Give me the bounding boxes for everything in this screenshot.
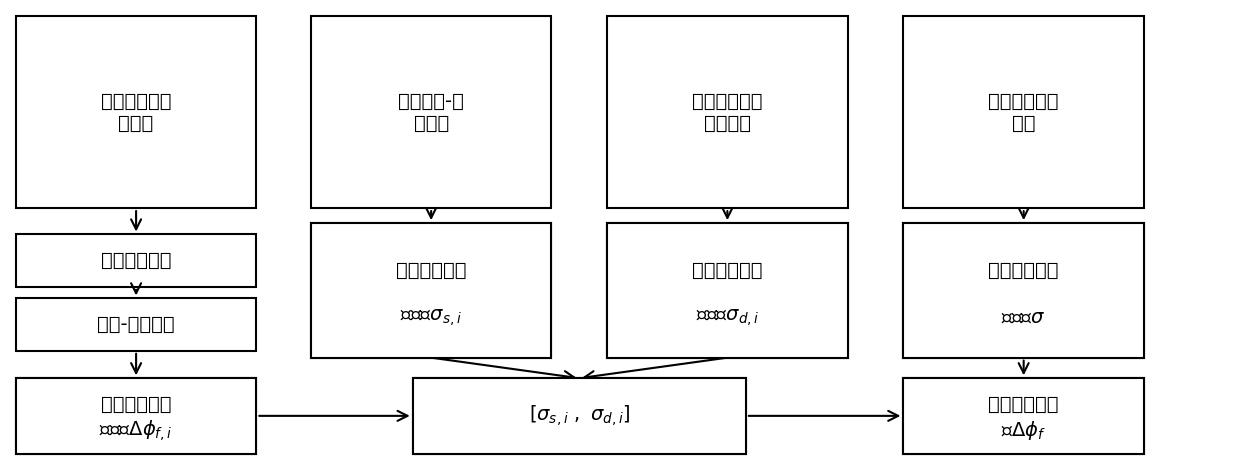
Bar (903, 223, 1145, 358)
Text: 静态轴心轨迹
劣化度σ_{s,i}: 静态轴心轨迹 劣化度σ_{s,i} (379, 269, 484, 311)
Text: 估算内滚道剥
落宽度Δφ_{f,i}: 估算内滚道剥 落宽度Δφ_{f,i} (78, 395, 193, 437)
Bar (608, 17, 848, 208)
Text: 静态轴心轨迹: 静态轴心轨迹 (396, 261, 466, 280)
Text: $[\sigma_{s,i}\ ,\ \sigma_{d,i}]$: $[\sigma_{s,i}\ ,\ \sigma_{d,i}]$ (528, 403, 630, 428)
Text: 内滚道剥落宽: 内滚道剥落宽 (988, 395, 1059, 414)
Bar (608, 223, 848, 358)
Text: 内滚道剥落宽
度Δφ_f: 内滚道剥落宽 度Δφ_f (988, 395, 1059, 437)
Bar (311, 17, 552, 208)
Bar (903, 378, 1145, 454)
Text: 轴承静力-几
何分析: 轴承静力-几 何分析 (398, 92, 464, 133)
Bar (16, 298, 257, 351)
Bar (903, 378, 1145, 454)
Text: 阶跃-冲击间隔: 阶跃-冲击间隔 (97, 315, 175, 334)
Text: 估算内滚道剥: 估算内滚道剥 (100, 395, 171, 414)
Text: [σ_{s,i} , σ_{d,i}]: [σ_{s,i} , σ_{d,i}] (492, 406, 666, 426)
Text: 动态轴心轨迹
劣化度σ_{d,i}: 动态轴心轨迹 劣化度σ_{d,i} (675, 269, 781, 311)
Text: 稀疏分解重构: 稀疏分解重构 (100, 251, 171, 270)
Bar (903, 17, 1145, 208)
Text: 劣化度$\sigma_{s,i}$: 劣化度$\sigma_{s,i}$ (401, 307, 463, 328)
Text: 轴承非线性动
力学分析: 轴承非线性动 力学分析 (692, 92, 763, 133)
Bar (16, 378, 257, 454)
Text: 实测轴心轨迹: 实测轴心轨迹 (988, 261, 1059, 280)
Bar (413, 378, 746, 454)
Text: 劣化度$\sigma_{d,i}$: 劣化度$\sigma_{d,i}$ (696, 307, 759, 328)
Bar (608, 223, 848, 358)
Bar (16, 378, 257, 454)
Text: 实测轴心轨迹
劣化度σ: 实测轴心轨迹 劣化度σ (988, 270, 1059, 311)
Text: 度$\Delta\phi_f$: 度$\Delta\phi_f$ (1001, 419, 1047, 443)
Text: 测取振动加速
度信号: 测取振动加速 度信号 (100, 92, 171, 133)
Bar (311, 223, 552, 358)
Text: 测取轴心轨迹
信号: 测取轴心轨迹 信号 (988, 92, 1059, 133)
Bar (413, 378, 746, 454)
Text: 动态轴心轨迹: 动态轴心轨迹 (692, 261, 763, 280)
Bar (311, 223, 552, 358)
Bar (903, 223, 1145, 358)
Bar (16, 234, 257, 287)
Bar (16, 17, 257, 208)
Text: 落宽度$\Delta\phi_{f,i}$: 落宽度$\Delta\phi_{f,i}$ (99, 419, 172, 444)
Text: 劣化度$\sigma$: 劣化度$\sigma$ (1002, 308, 1047, 327)
